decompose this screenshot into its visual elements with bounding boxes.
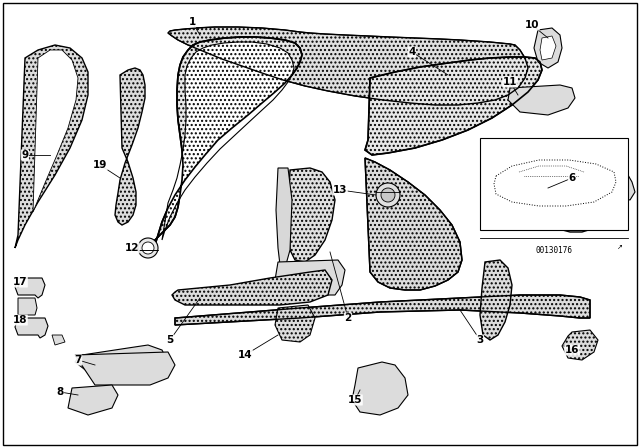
Polygon shape xyxy=(75,345,168,378)
Text: 4: 4 xyxy=(408,47,416,57)
Polygon shape xyxy=(75,352,175,385)
Polygon shape xyxy=(15,278,45,298)
Text: 18: 18 xyxy=(13,315,28,325)
Polygon shape xyxy=(15,318,48,338)
Polygon shape xyxy=(275,305,315,342)
Text: 16: 16 xyxy=(564,345,579,355)
Circle shape xyxy=(142,242,154,254)
Polygon shape xyxy=(168,27,528,105)
Text: 15: 15 xyxy=(348,395,362,405)
Polygon shape xyxy=(115,68,145,225)
Polygon shape xyxy=(175,295,590,325)
Text: 5: 5 xyxy=(166,335,173,345)
Text: 00130176: 00130176 xyxy=(536,246,573,255)
Polygon shape xyxy=(622,175,635,200)
Polygon shape xyxy=(172,270,332,305)
Text: 11: 11 xyxy=(503,77,517,87)
Polygon shape xyxy=(276,168,292,268)
Text: 2: 2 xyxy=(344,313,351,323)
Polygon shape xyxy=(365,158,462,290)
Text: 6: 6 xyxy=(568,173,575,183)
Polygon shape xyxy=(275,260,345,295)
Text: ↗: ↗ xyxy=(617,244,623,250)
Text: 14: 14 xyxy=(237,350,252,360)
Polygon shape xyxy=(540,36,556,60)
Polygon shape xyxy=(15,45,88,248)
Polygon shape xyxy=(162,42,294,240)
Polygon shape xyxy=(508,85,575,115)
Circle shape xyxy=(376,183,400,207)
Circle shape xyxy=(381,188,395,202)
Polygon shape xyxy=(534,28,562,68)
Text: 7: 7 xyxy=(74,355,82,365)
Polygon shape xyxy=(288,168,335,262)
Polygon shape xyxy=(562,330,598,360)
Polygon shape xyxy=(152,37,302,245)
Text: 13: 13 xyxy=(333,185,348,195)
Polygon shape xyxy=(525,168,625,232)
Text: 19: 19 xyxy=(93,160,107,170)
Circle shape xyxy=(138,238,158,258)
Polygon shape xyxy=(352,362,408,415)
Text: 17: 17 xyxy=(13,277,28,287)
Text: 9: 9 xyxy=(21,150,29,160)
Polygon shape xyxy=(68,385,118,415)
Polygon shape xyxy=(52,335,65,345)
Polygon shape xyxy=(33,50,78,212)
Text: 12: 12 xyxy=(125,243,140,253)
Polygon shape xyxy=(18,298,37,315)
Text: 3: 3 xyxy=(476,335,484,345)
Bar xyxy=(480,138,628,230)
Polygon shape xyxy=(365,57,542,155)
Text: 10: 10 xyxy=(525,20,540,30)
Text: 8: 8 xyxy=(56,387,63,397)
Text: 1: 1 xyxy=(188,17,196,27)
Polygon shape xyxy=(480,260,512,340)
